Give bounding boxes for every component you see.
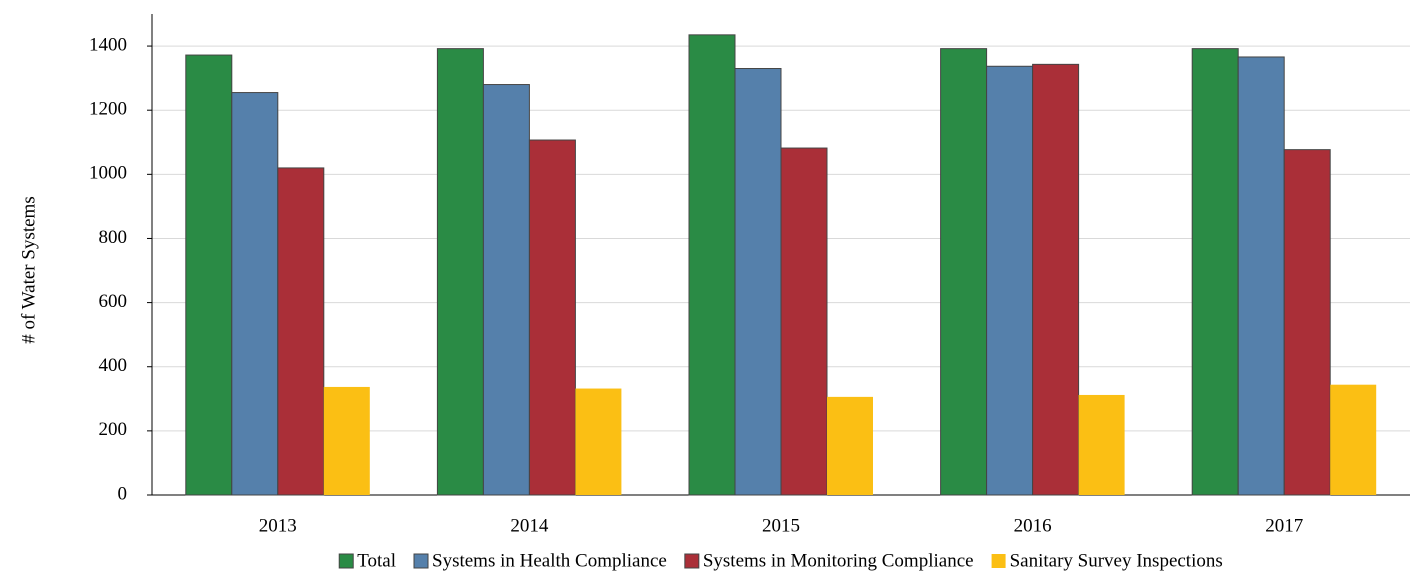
y-tick-label: 1400 — [89, 34, 127, 55]
bar — [734, 68, 782, 496]
bar — [827, 396, 873, 495]
bar — [185, 54, 233, 496]
bar — [1191, 48, 1239, 496]
x-tick-label: 2013 — [259, 515, 297, 536]
bar — [1032, 63, 1080, 496]
bar — [688, 34, 736, 496]
legend-swatch — [991, 554, 1006, 568]
bar — [1078, 394, 1125, 495]
y-tick-label: 200 — [99, 419, 128, 440]
y-tick-label: 0 — [118, 483, 128, 504]
bar — [780, 147, 828, 496]
legend-label: Sanitary Survey Inspections — [1010, 550, 1223, 571]
bar — [1283, 149, 1331, 496]
y-tick-label: 400 — [99, 355, 128, 376]
x-tick-label: 2014 — [510, 515, 549, 536]
bar — [436, 48, 484, 496]
y-tick-label: 1200 — [89, 99, 127, 120]
y-tick-label: 800 — [99, 227, 128, 248]
legend-label: Systems in Monitoring Compliance — [703, 550, 974, 571]
bar — [231, 92, 279, 496]
bar — [482, 84, 530, 496]
legend-swatch — [338, 553, 354, 569]
legend-label: Systems in Health Compliance — [432, 550, 667, 571]
y-axis-label: # of Water Systems — [18, 196, 39, 343]
y-tick-label: 600 — [99, 291, 128, 312]
x-tick-label: 2015 — [762, 515, 800, 536]
bar — [940, 48, 988, 496]
legend-label: Total — [357, 550, 396, 571]
bar — [277, 167, 325, 496]
y-tick-label: 1000 — [89, 163, 127, 184]
bar — [528, 139, 576, 496]
bar — [986, 65, 1034, 496]
bar — [1237, 56, 1285, 496]
bar — [575, 388, 622, 495]
legend-swatch — [413, 553, 429, 569]
x-tick-label: 2016 — [1014, 515, 1052, 536]
legend-swatch — [684, 553, 700, 569]
bar — [323, 386, 370, 495]
x-tick-label: 2017 — [1265, 515, 1303, 536]
bar — [1330, 384, 1377, 495]
